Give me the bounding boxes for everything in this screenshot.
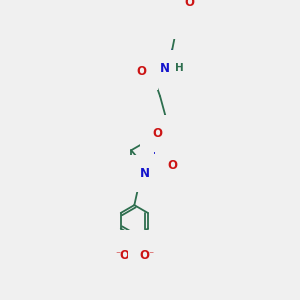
Text: H: H bbox=[175, 63, 184, 74]
Text: O: O bbox=[119, 249, 129, 262]
Text: O: O bbox=[136, 65, 146, 78]
Text: +: + bbox=[141, 240, 148, 249]
Text: O: O bbox=[185, 0, 195, 9]
Text: ⁻: ⁻ bbox=[148, 250, 153, 261]
Text: N: N bbox=[160, 62, 170, 75]
Text: N: N bbox=[140, 167, 150, 180]
Text: ⁻: ⁻ bbox=[115, 250, 120, 261]
Text: N: N bbox=[153, 144, 163, 157]
Text: O: O bbox=[140, 249, 150, 262]
Text: O: O bbox=[152, 127, 162, 140]
Text: O: O bbox=[167, 159, 177, 172]
Text: N: N bbox=[129, 242, 139, 255]
